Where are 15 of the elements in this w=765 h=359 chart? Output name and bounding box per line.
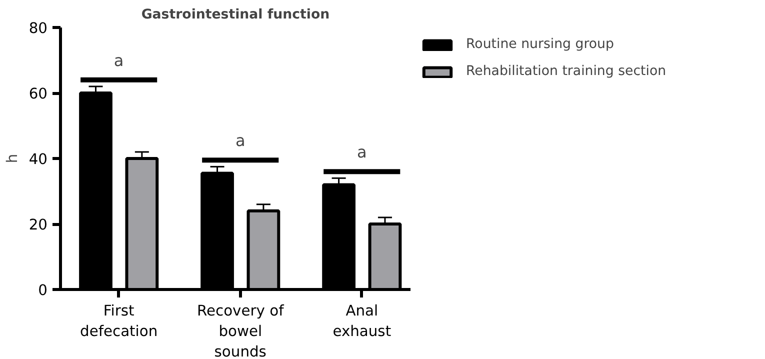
y-tick-label: 80 <box>28 20 48 37</box>
legend-label: Routine nursing group <box>466 37 614 52</box>
y-tick-label: 40 <box>28 151 48 168</box>
y-tick-label: 0 <box>38 282 48 299</box>
legend-label: Rehabilitation training section <box>466 64 666 79</box>
y-tick-label: 20 <box>28 216 48 234</box>
x-tick-label: Anal exhaust <box>332 302 392 340</box>
x-tick-label: Recovery of bowel sounds <box>196 302 285 359</box>
annotation: a <box>356 142 367 162</box>
annotation: a <box>114 50 124 70</box>
chart-title: Gastrointestinal function <box>141 8 330 22</box>
y-tick-label: 60 <box>28 86 48 102</box>
annotation: a <box>235 131 246 150</box>
y-axis-title: h <box>4 154 21 164</box>
x-tick-label: First defecation <box>80 302 158 340</box>
